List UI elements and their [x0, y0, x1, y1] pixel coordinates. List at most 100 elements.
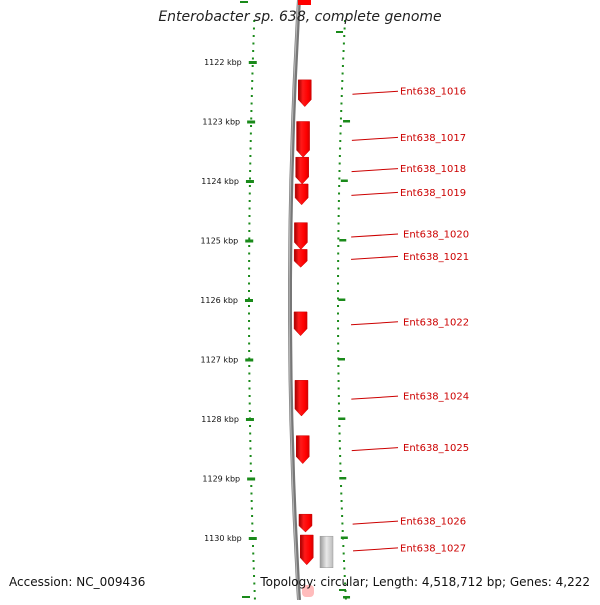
scale-dot-left	[250, 95, 253, 97]
scale-dot-right	[337, 372, 340, 375]
scale-dot-left	[252, 545, 255, 547]
gene-label: Ent638_1026	[400, 517, 466, 528]
kbp-label: 1125 kbp	[201, 237, 239, 246]
scale-dot-right	[338, 170, 341, 172]
scale-dot-left	[249, 162, 252, 165]
scale-dot-left	[249, 147, 252, 150]
scale-dot-right	[342, 545, 345, 547]
scale-dot-left	[248, 245, 251, 247]
right-major-tick	[343, 596, 351, 599]
kbp-major-tick	[245, 239, 254, 243]
kbp-major-tick	[248, 61, 257, 64]
scale-dot-right	[337, 297, 340, 300]
scale-dot-right	[339, 125, 342, 127]
gene-label: Ent638_1027	[400, 543, 466, 554]
scale-dot-left	[248, 207, 251, 210]
kbp-label: 1127 kbp	[201, 356, 239, 365]
scale-dot-left	[248, 290, 251, 292]
gene-partial-bottom	[302, 585, 314, 597]
kbp-label: 1123 kbp	[202, 118, 240, 127]
scale-dot-left	[253, 575, 256, 577]
scale-dot-left	[248, 192, 251, 195]
scale-dot-left	[253, 20, 256, 22]
scale-dot-right	[343, 567, 346, 570]
scale-dot-left	[248, 387, 251, 390]
scale-dot-left	[253, 597, 256, 600]
scale-end-tick	[339, 589, 346, 591]
scale-dot-left	[250, 507, 253, 510]
gene-arrow	[295, 435, 310, 464]
gene-arrow	[293, 249, 308, 268]
scale-dot-right	[337, 402, 340, 405]
scale-dot-right	[343, 560, 346, 562]
scale-dot-left	[250, 125, 253, 127]
scale-dot-left	[248, 350, 251, 352]
scale-dot-left	[248, 335, 251, 337]
scale-dot-right	[340, 102, 343, 105]
scale-dot-right	[342, 42, 345, 45]
scale-dot-right	[338, 162, 341, 165]
scale-dot-left	[250, 500, 253, 502]
gene-label-layer: Ent638_1016 Ent638_1017 Ent638_1018 Ent638_…	[350, 87, 469, 554]
scale-dot-left	[251, 80, 254, 82]
scale-dot-right	[339, 470, 342, 472]
gene-arrow	[295, 156, 309, 185]
kbp-major-tick	[245, 358, 254, 362]
scale-dot-right	[339, 117, 342, 120]
scale-dot-right	[337, 312, 340, 315]
genome-backbone	[288, 0, 301, 601]
scale-dot-right	[340, 485, 343, 487]
scale-dot-left	[248, 222, 251, 225]
scale-dot-right	[342, 57, 345, 60]
scale-dot-left	[248, 230, 251, 232]
kbp-label: 1122 kbp	[204, 58, 242, 67]
gene-leader-line	[351, 395, 399, 400]
gene-label: Ent638_1020	[403, 230, 469, 241]
scale-dot-left	[251, 57, 254, 60]
gene-label: Ent638_1021	[403, 252, 469, 263]
scale-dot-left	[252, 560, 255, 562]
right-major-tick	[338, 417, 346, 420]
scale-dot-right	[337, 305, 340, 307]
scale-dot-left	[249, 447, 252, 450]
gene-leader-line	[351, 255, 399, 260]
right-major-tick	[339, 239, 347, 242]
scale-dot-right	[340, 492, 343, 495]
scale-dot-right	[341, 65, 344, 67]
scale-dot-left	[248, 260, 251, 262]
scale-dot-right	[340, 95, 343, 97]
right-major-tick	[338, 298, 346, 301]
scale-dot-right	[337, 222, 340, 225]
scale-dot-left	[248, 215, 251, 217]
scale-dot-left	[248, 282, 251, 285]
scale-dot-left	[249, 155, 252, 157]
scale-dot-right	[337, 260, 340, 262]
gene-partial-top	[298, 0, 311, 5]
scale-dot-right	[338, 425, 341, 427]
scale-dot-left	[249, 455, 252, 457]
scale-dot-left	[248, 305, 251, 307]
scale-dot-right	[337, 245, 340, 247]
gene-label: Ent638_1022	[403, 317, 469, 328]
kbp-label: 1126 kbp	[200, 296, 238, 305]
right-major-tick	[338, 358, 345, 361]
gene-arrow	[293, 311, 308, 337]
scale-dot-left	[249, 470, 252, 472]
scale-dot-right	[339, 455, 342, 457]
right-major-tick	[339, 477, 347, 480]
gene-arrow	[296, 121, 310, 158]
right-major-tick	[340, 536, 348, 539]
gene-arrow	[298, 79, 312, 107]
scale-dot-right	[338, 432, 341, 435]
kbp-label: 1129 kbp	[202, 475, 240, 484]
scale-dot-left	[248, 267, 251, 270]
scale-dot-right	[343, 35, 346, 37]
scale-dot-right	[338, 447, 341, 450]
scale-dot-right	[337, 365, 340, 367]
scale-dot-right	[339, 132, 342, 135]
scale-dot-left	[252, 552, 255, 555]
scale-dot-right	[343, 27, 346, 30]
other-feature	[319, 535, 334, 569]
scale-dot-right	[338, 440, 341, 442]
